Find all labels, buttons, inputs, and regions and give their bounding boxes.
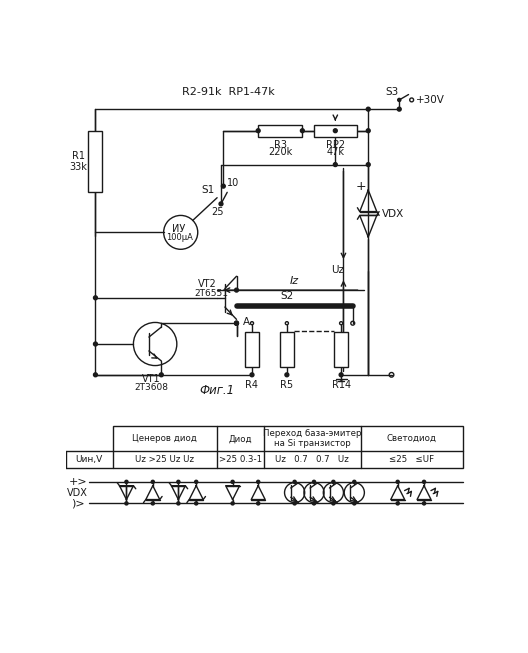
Circle shape (234, 288, 239, 292)
Circle shape (219, 202, 223, 206)
Circle shape (353, 481, 356, 483)
Text: R5: R5 (280, 380, 294, 390)
Circle shape (195, 481, 198, 483)
Bar (280, 332, 294, 367)
Circle shape (93, 342, 97, 346)
Text: S2: S2 (280, 291, 294, 301)
Text: +>: +> (68, 477, 87, 487)
Bar (314, 125, 356, 137)
Circle shape (285, 373, 289, 377)
Circle shape (333, 163, 337, 167)
Text: Uz   0.7   0.7   Uz: Uz 0.7 0.7 Uz (275, 455, 349, 464)
Circle shape (333, 129, 337, 133)
Circle shape (195, 502, 198, 505)
Bar (245, 332, 259, 367)
Text: Uz: Uz (331, 264, 344, 275)
Text: S1: S1 (201, 185, 214, 195)
Bar (258, 125, 303, 137)
Bar (89, 131, 102, 193)
Text: ИУ: ИУ (173, 223, 186, 234)
Text: Светодиод: Светодиод (386, 434, 437, 443)
Text: Фиг.1: Фиг.1 (200, 384, 234, 397)
Circle shape (366, 129, 370, 133)
Text: +30V: +30V (416, 95, 445, 105)
Text: Переход база-эмитер
на Si транзистор: Переход база-эмитер на Si транзистор (263, 429, 361, 449)
Text: 220k: 220k (268, 148, 293, 157)
Circle shape (397, 107, 401, 111)
Text: R1
33k: R1 33k (70, 151, 87, 172)
Text: +: + (355, 180, 366, 193)
Bar (112, 426, 463, 468)
Circle shape (151, 481, 154, 483)
Circle shape (313, 502, 316, 505)
Circle shape (332, 502, 335, 505)
Text: Uин,V: Uин,V (76, 455, 103, 464)
Text: 47k: 47k (326, 148, 344, 157)
Circle shape (313, 481, 316, 483)
Text: R4: R4 (246, 380, 259, 390)
Circle shape (125, 502, 128, 505)
Text: 10: 10 (227, 178, 239, 188)
Text: >25 0.3-1: >25 0.3-1 (219, 455, 262, 464)
Circle shape (221, 184, 225, 188)
Circle shape (125, 481, 128, 483)
Text: 2T3608: 2T3608 (134, 383, 168, 392)
Text: ≤25   ≤UF: ≤25 ≤UF (389, 455, 434, 464)
Circle shape (300, 129, 304, 133)
Circle shape (366, 107, 370, 111)
Circle shape (398, 99, 401, 101)
Text: VT2: VT2 (198, 279, 216, 289)
Text: 100μA: 100μA (166, 233, 193, 242)
Circle shape (396, 481, 399, 483)
Text: A: A (243, 317, 250, 327)
Circle shape (234, 321, 239, 325)
Circle shape (293, 502, 296, 505)
Text: Ценеров диод: Ценеров диод (133, 434, 197, 443)
Text: 25: 25 (211, 206, 223, 217)
Circle shape (177, 502, 180, 505)
Text: Uz >25 Uz Uz: Uz >25 Uz Uz (135, 455, 194, 464)
Circle shape (250, 373, 254, 377)
Circle shape (396, 502, 399, 505)
Text: VDX: VDX (382, 209, 404, 219)
Text: RP2: RP2 (326, 140, 345, 150)
Bar (334, 332, 348, 367)
Circle shape (93, 373, 97, 377)
Circle shape (256, 129, 260, 133)
Circle shape (234, 321, 239, 325)
Circle shape (151, 502, 154, 505)
Text: 2T6551: 2T6551 (194, 289, 228, 298)
Circle shape (177, 481, 180, 483)
Circle shape (234, 321, 239, 325)
Text: VT1: VT1 (142, 374, 161, 385)
Text: Диод: Диод (229, 434, 252, 443)
Circle shape (159, 373, 163, 377)
Circle shape (339, 373, 343, 377)
Circle shape (366, 163, 370, 167)
Circle shape (293, 481, 296, 483)
Circle shape (231, 502, 234, 505)
Text: Iz: Iz (290, 276, 299, 286)
Circle shape (353, 502, 356, 505)
Text: VDX: VDX (67, 488, 88, 498)
Text: R2-91k  RP1-47k: R2-91k RP1-47k (182, 88, 275, 97)
Circle shape (257, 502, 260, 505)
Text: )>: )> (71, 498, 84, 509)
Circle shape (231, 481, 234, 483)
Text: R14: R14 (332, 380, 351, 390)
Circle shape (257, 481, 260, 483)
Circle shape (422, 502, 426, 505)
Circle shape (93, 296, 97, 300)
Circle shape (422, 481, 426, 483)
Text: S3: S3 (385, 88, 398, 97)
Text: R3: R3 (274, 140, 287, 150)
Circle shape (332, 481, 335, 483)
